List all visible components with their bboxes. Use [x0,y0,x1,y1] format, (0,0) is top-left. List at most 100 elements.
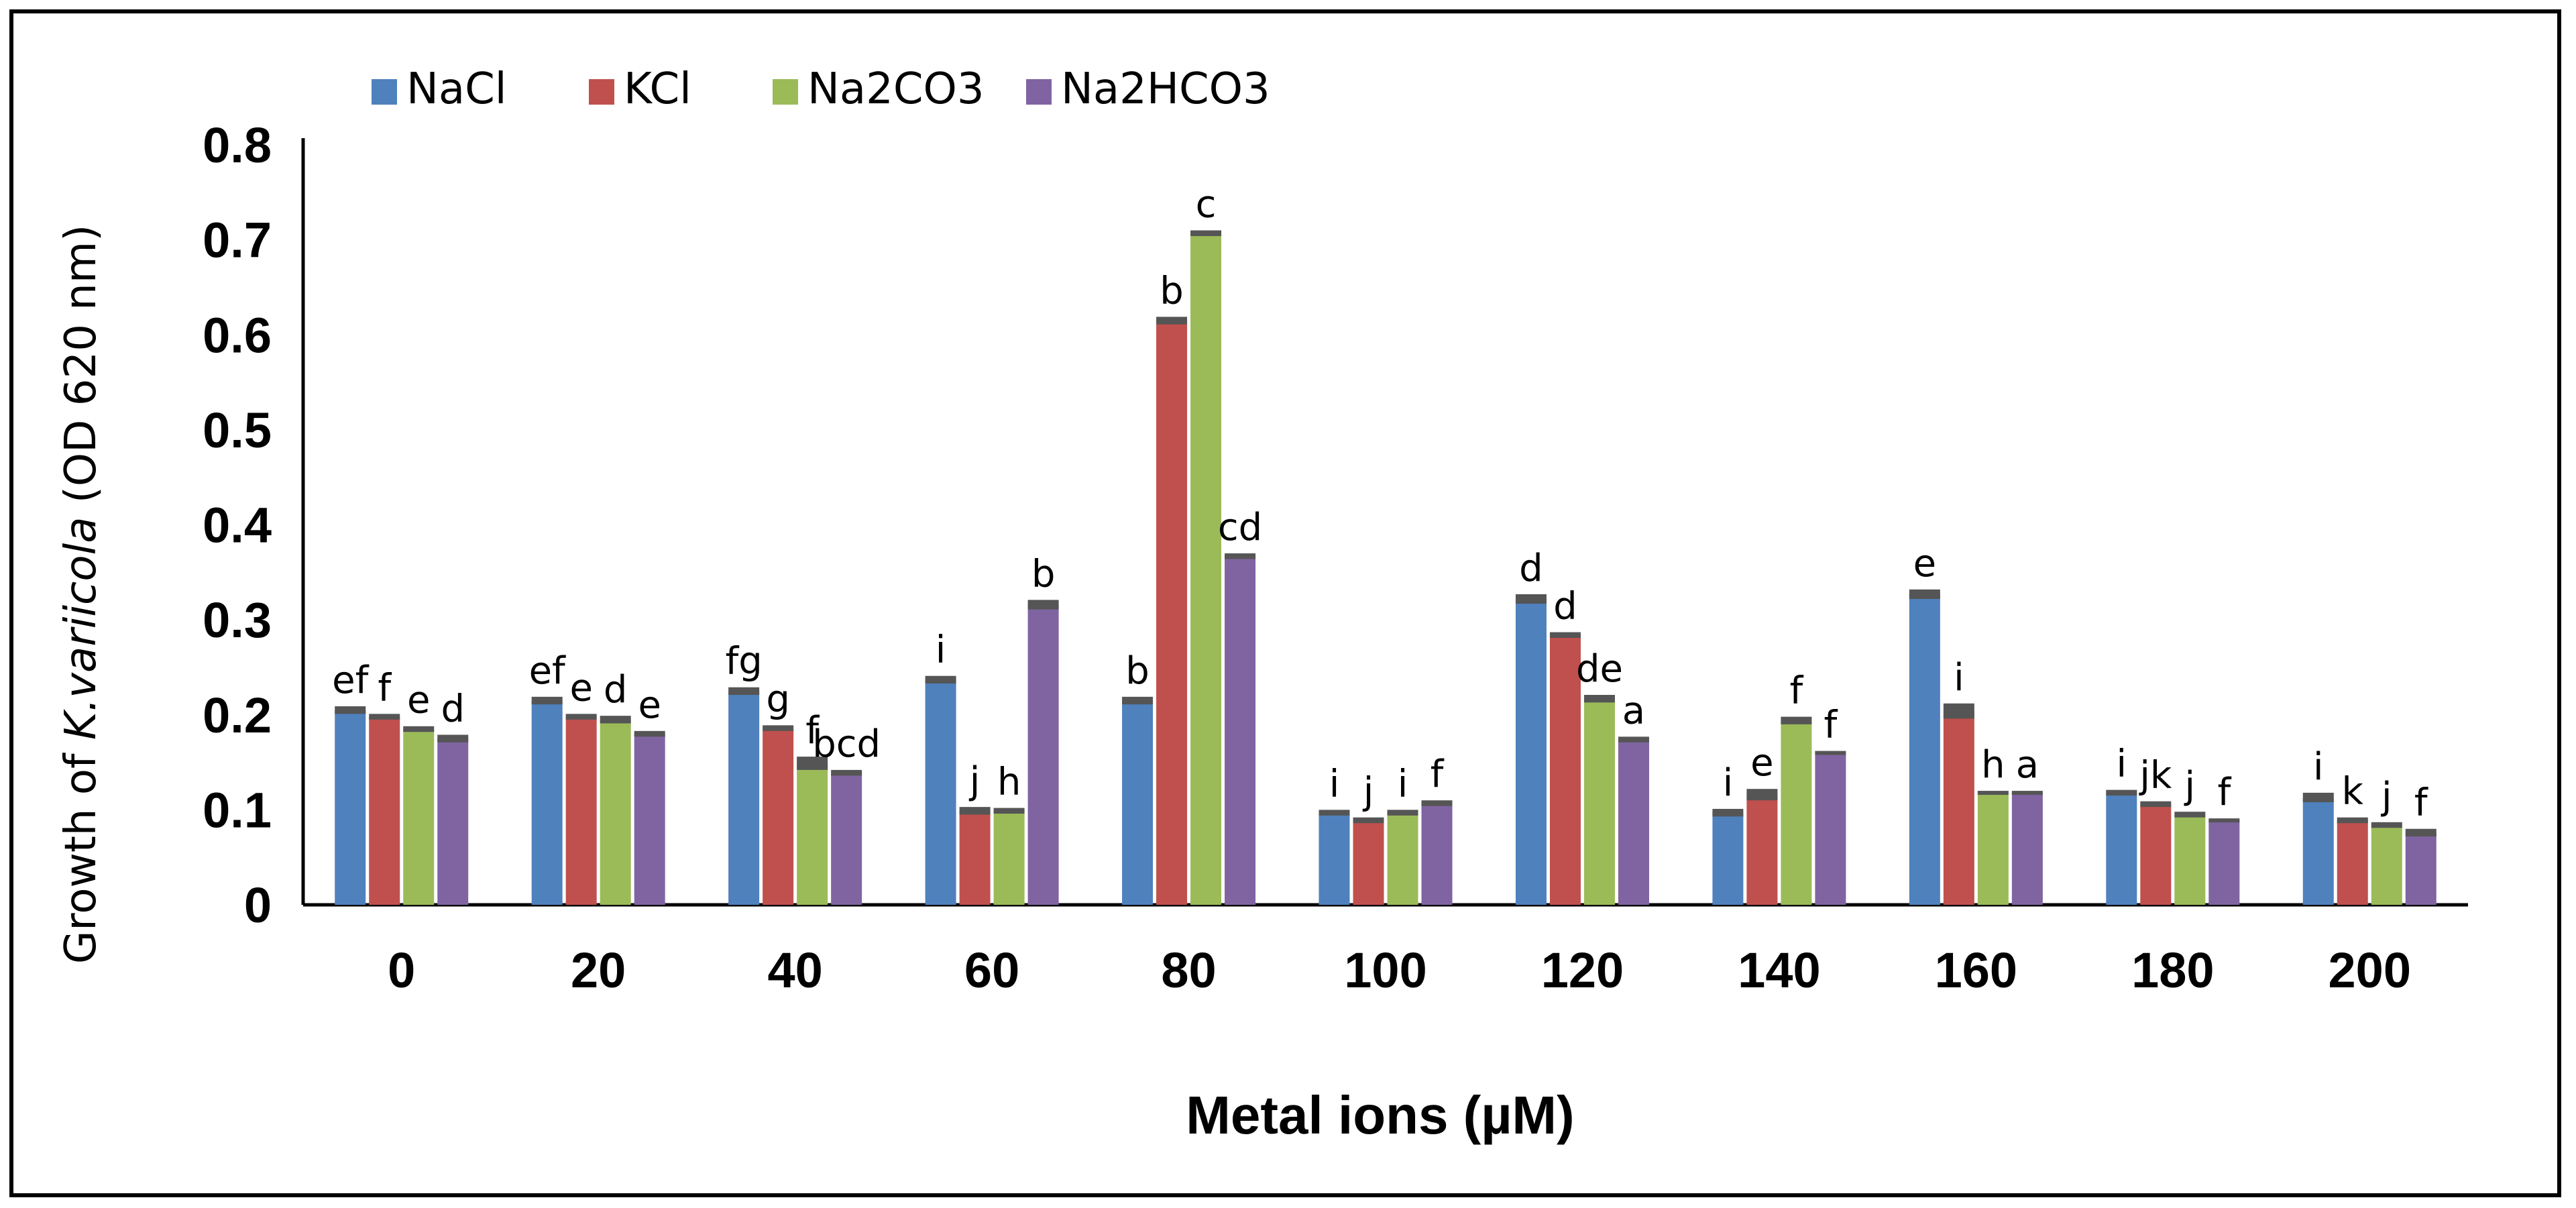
significance-letter: k [2342,770,2364,814]
legend-label-kcl: KCl [624,64,691,114]
bar-na2hco3-200 [2405,832,2437,905]
bar-kcl-0 [369,716,400,905]
y-axis-title-species: K.variicola [56,517,106,740]
y-tick-label: 0.1 [203,782,272,838]
x-tick-label: 20 [571,942,626,998]
significance-letter: i [1954,656,1964,700]
error-bar [335,706,366,714]
y-axis-label: Growth of K.variicola (OD 620 nm) [56,225,106,964]
y-tick-label: 0.4 [203,498,272,553]
error-bar [1421,800,1453,806]
error-bar [763,725,794,731]
x-axis-ticks: 0 20 40 60 80 100 120 140 160 180 200 [388,942,2411,998]
error-bar [2208,818,2240,823]
y-axis-ticks: 0 0.1 0.2 0.3 0.4 0.5 0.6 0.7 0.8 [203,117,272,933]
error-bar [1815,751,1846,755]
y-axis-title-suffix: (OD 620 nm) [56,225,106,517]
error-bar [1712,808,1744,817]
significance-letter: j [1362,770,1374,814]
x-tick-label: 160 [1935,942,2017,998]
bar-na2co3-180 [2174,814,2206,905]
bar-na2hco3-140 [1815,753,1846,905]
bar-na2hco3-120 [1618,739,1649,905]
legend-swatch-na2hco3 [1026,79,1052,105]
significance-letter: i [936,628,946,672]
error-bar [1781,716,1812,724]
significance-letter: h [997,761,1021,804]
significance-letter: j [2380,775,2392,818]
y-tick-label: 0.2 [203,688,272,743]
significance-letter: fg [726,640,763,683]
error-bar [1549,632,1581,639]
bar-nacl-160 [1909,594,1940,905]
y-tick-label: 0.6 [203,307,272,363]
error-bar [1319,810,1350,816]
bar-na2hco3-20 [634,734,665,905]
error-bar [1387,810,1418,816]
significance-letter: f [805,709,820,753]
x-tick-label: 100 [1344,942,1426,998]
bar-na2hco3-0 [437,738,469,905]
error-bar [2011,791,2043,795]
bar-nacl-60 [925,679,956,905]
significance-letter: b [1125,649,1150,693]
error-bar [797,757,828,770]
significance-letter: bcd [812,722,881,766]
error-bar [959,807,991,815]
significance-letter: i [1723,761,1734,805]
error-bar [1027,600,1059,610]
bar-kcl-80 [1156,321,1188,905]
significance-letter: jk [2138,754,2172,798]
error-bar [2174,812,2206,818]
error-bar [437,734,469,743]
bar-kcl-120 [1549,635,1581,905]
error-bar [1515,594,1547,604]
bar-chart: NaCl KCl Na2CO3 Na2HCO3 Growth of K.variico… [56,64,2468,1145]
significance-letter: i [2313,745,2324,789]
error-bar [1353,817,1384,824]
significance-letter: d [441,687,465,730]
bar-nacl-120 [1515,598,1547,905]
significance-letter: e [638,683,661,727]
y-tick-label: 0.7 [203,213,272,268]
y-tick-label: 0.8 [203,117,272,173]
error-bar [634,730,665,737]
bar-nacl-200 [2302,797,2334,905]
bar-kcl-100 [1353,820,1384,905]
significance-letter: g [766,677,790,721]
chart-frame: NaCl KCl Na2CO3 Na2HCO3 Growth of K.variico… [9,9,2561,1197]
bar-nacl-80 [1122,700,1154,905]
x-tick-label: 120 [1541,942,1624,998]
significance-letter: f [2414,781,2428,825]
bar-na2co3-100 [1387,812,1418,905]
x-axis-title: Metal ions (µM) [1186,1085,1574,1145]
bar-na2hco3-40 [831,773,862,905]
bar-nacl-0 [335,710,366,905]
x-tick-label: 200 [2329,942,2411,998]
bar-kcl-140 [1746,794,1778,905]
significance-letter: f [1790,669,1804,713]
significance-letter: a [2016,743,2039,787]
significance-letter: cd [1218,506,1262,549]
error-bar [565,714,597,720]
bar-nacl-40 [728,691,760,905]
error-bar [2140,801,2172,808]
bar-nacl-100 [1319,812,1350,905]
bar-na2hco3-160 [2011,792,2043,905]
significance-letter: j [2184,764,2196,808]
bar-na2co3-160 [1977,792,2009,905]
error-bar [2106,789,2137,796]
bar-nacl-180 [2106,792,2137,905]
legend: NaCl KCl Na2CO3 Na2HCO3 [372,64,1270,114]
legend-swatch-nacl [372,79,397,105]
significance-letter: j [968,759,981,803]
bar-kcl-180 [2140,804,2172,905]
y-axis-title-prefix: Growth of [56,740,106,964]
significance-letter: d [604,668,628,712]
error-bar [1225,553,1256,559]
error-bar [1618,736,1649,743]
bar-na2hco3-100 [1421,803,1453,905]
error-bar [2337,817,2368,824]
error-bar [1190,230,1222,236]
